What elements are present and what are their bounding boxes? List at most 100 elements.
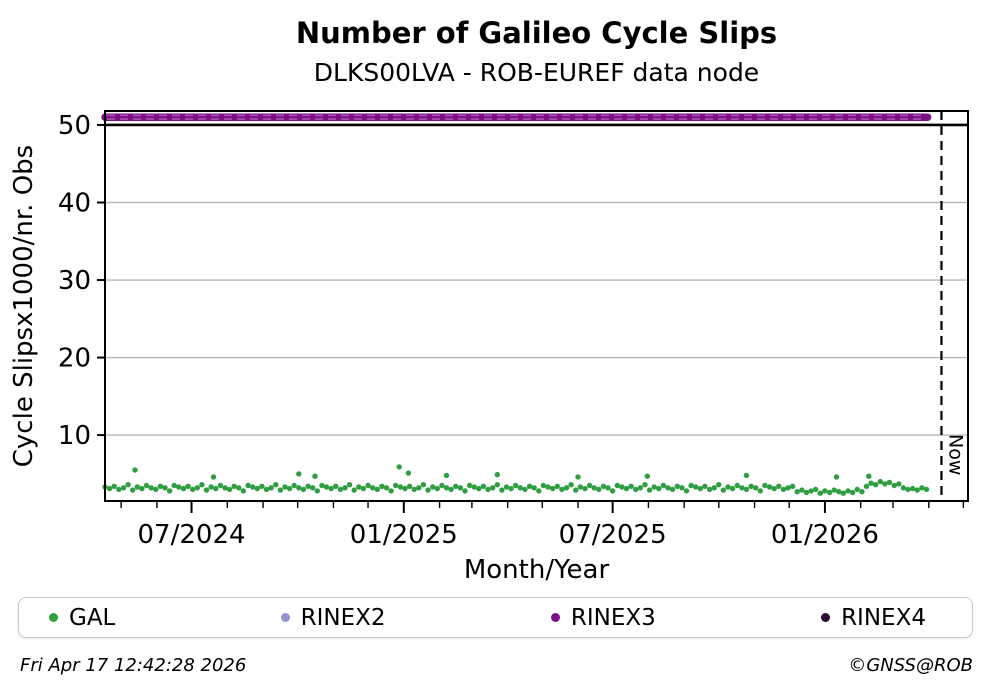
data-point bbox=[411, 486, 417, 493]
data-point bbox=[665, 485, 671, 491]
data-point bbox=[669, 486, 676, 493]
data-point bbox=[563, 485, 570, 491]
legend: GAL RINEX2 RINEX3 RINEX4 bbox=[18, 597, 973, 638]
rinex4-marker-icon bbox=[821, 613, 831, 622]
data-point bbox=[383, 485, 390, 491]
data-point bbox=[471, 484, 477, 490]
data-point bbox=[143, 482, 150, 489]
data-point bbox=[757, 488, 763, 494]
data-point bbox=[494, 471, 500, 478]
data-point bbox=[568, 482, 574, 488]
data-point bbox=[873, 482, 879, 488]
data-point bbox=[273, 482, 279, 488]
data-point bbox=[420, 482, 427, 488]
data-point bbox=[199, 482, 205, 488]
plot-frame bbox=[104, 110, 969, 502]
chart-title: Number of Galileo Cycle Slips bbox=[295, 16, 778, 50]
data-point bbox=[388, 488, 394, 494]
y-axis-label: Cycle Slipsx1000/nr. Obs bbox=[9, 145, 39, 467]
gal-marker-icon bbox=[49, 613, 58, 622]
rinex2-marker-icon bbox=[280, 613, 290, 622]
data-point bbox=[457, 485, 464, 491]
data-point bbox=[882, 481, 888, 487]
data-point bbox=[346, 482, 353, 488]
data-point bbox=[286, 485, 293, 492]
data-point bbox=[748, 483, 754, 489]
data-point bbox=[323, 484, 330, 490]
data-point bbox=[125, 482, 131, 488]
data-point bbox=[614, 482, 620, 489]
data-point bbox=[789, 483, 796, 489]
data-point bbox=[766, 484, 773, 490]
data-point bbox=[374, 486, 380, 493]
data-point bbox=[554, 483, 560, 489]
data-point bbox=[545, 484, 551, 490]
data-point bbox=[822, 488, 828, 494]
data-point bbox=[536, 488, 542, 494]
data-point bbox=[379, 483, 385, 489]
data-point bbox=[268, 485, 274, 491]
data-point bbox=[840, 490, 847, 496]
data-point bbox=[586, 482, 593, 489]
data-point bbox=[402, 485, 408, 492]
data-point bbox=[794, 489, 800, 495]
data-point bbox=[342, 485, 348, 491]
data-point bbox=[866, 473, 872, 479]
y-tick-label: 50 bbox=[58, 111, 91, 141]
data-point bbox=[831, 487, 837, 493]
data-point bbox=[517, 485, 523, 491]
data-point bbox=[762, 482, 768, 489]
data-point bbox=[753, 485, 759, 491]
data-point bbox=[250, 484, 256, 490]
data-point bbox=[443, 485, 450, 491]
data-point bbox=[434, 485, 440, 492]
data-point bbox=[176, 484, 182, 490]
data-point bbox=[111, 483, 117, 489]
data-point bbox=[314, 488, 320, 494]
data-point bbox=[406, 483, 413, 489]
data-point bbox=[405, 470, 412, 476]
data-point bbox=[328, 485, 334, 492]
data-point bbox=[628, 483, 634, 489]
data-point bbox=[499, 487, 505, 493]
data-point bbox=[591, 485, 597, 491]
data-point bbox=[134, 484, 140, 490]
data-point bbox=[575, 474, 581, 480]
data-point bbox=[683, 488, 690, 494]
data-point bbox=[462, 488, 468, 494]
data-point bbox=[130, 487, 136, 493]
data-point bbox=[210, 474, 217, 480]
data-point bbox=[259, 483, 265, 489]
now-label: Now bbox=[944, 434, 966, 475]
data-point bbox=[393, 482, 399, 489]
data-point bbox=[282, 484, 288, 490]
data-point bbox=[531, 485, 537, 491]
data-point bbox=[776, 483, 782, 489]
gal-scatter-series bbox=[102, 464, 930, 496]
data-point bbox=[208, 484, 214, 490]
x-tick-label: 07/2025 bbox=[559, 520, 667, 550]
data-point bbox=[153, 486, 159, 493]
data-point bbox=[637, 485, 643, 491]
data-point bbox=[396, 464, 402, 470]
data-point bbox=[833, 474, 840, 480]
data-point bbox=[166, 488, 173, 494]
legend-item-rinex4: RINEX4 bbox=[821, 605, 926, 631]
data-point bbox=[139, 485, 145, 492]
data-point bbox=[573, 487, 579, 493]
data-point bbox=[148, 485, 154, 491]
x-tick-label: 07/2024 bbox=[138, 520, 246, 550]
data-point bbox=[236, 485, 242, 491]
data-point bbox=[448, 486, 454, 493]
y-axis: 10 20 30 40 50 bbox=[58, 111, 105, 451]
data-point bbox=[729, 485, 736, 492]
data-point bbox=[743, 486, 750, 493]
data-point bbox=[688, 482, 694, 489]
data-point bbox=[476, 485, 482, 492]
data-point bbox=[863, 483, 870, 489]
data-point bbox=[914, 487, 920, 493]
data-point bbox=[836, 489, 842, 495]
data-point bbox=[674, 483, 680, 489]
data-point bbox=[813, 486, 819, 493]
